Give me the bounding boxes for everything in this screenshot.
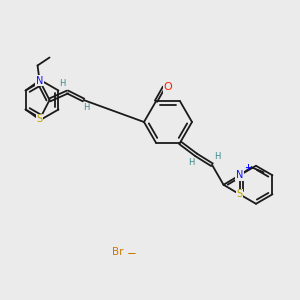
Text: N: N — [36, 76, 43, 85]
Text: −: − — [127, 248, 137, 260]
Text: S: S — [37, 115, 43, 124]
Text: H: H — [188, 158, 194, 167]
Text: S: S — [236, 189, 243, 199]
Text: H: H — [59, 80, 66, 88]
Text: O: O — [164, 82, 172, 92]
Text: Br: Br — [112, 247, 124, 257]
Text: +: + — [244, 163, 251, 172]
Text: H: H — [214, 152, 220, 161]
Text: N: N — [236, 170, 243, 180]
Text: H: H — [83, 103, 90, 112]
